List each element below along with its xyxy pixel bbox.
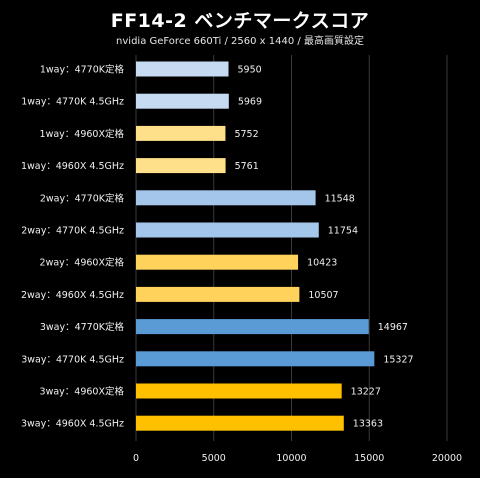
category-label: 1way：4960X 4.5GHz (21, 161, 124, 172)
bar (136, 190, 316, 206)
bar (136, 158, 226, 174)
bar (136, 222, 319, 238)
data-label: 5969 (238, 97, 262, 108)
bar (136, 415, 344, 431)
x-tick-label: 15000 (354, 453, 384, 464)
category-label: 1way：4960X定格 (40, 128, 125, 140)
x-tick-label: 20000 (432, 453, 462, 464)
bar (136, 61, 229, 77)
chart-title: FF14-2 ベンチマークスコア (110, 10, 370, 32)
bar (136, 351, 375, 367)
data-label: 11754 (328, 226, 358, 237)
data-label: 13227 (351, 387, 381, 398)
data-label: 13363 (353, 419, 383, 430)
category-label: 1way：4770K 4.5GHz (21, 97, 124, 108)
category-label: 3way：4770K 4.5GHz (21, 354, 124, 365)
category-label: 2way：4960X定格 (40, 257, 125, 269)
data-label: 5950 (238, 65, 262, 76)
x-tick-label: 5000 (202, 453, 226, 464)
category-label: 3way：4770K定格 (40, 321, 125, 333)
data-label: 14967 (378, 322, 408, 333)
data-label: 5752 (234, 129, 258, 140)
bar (136, 125, 226, 141)
category-label: 3way：4960X 4.5GHz (21, 419, 124, 430)
category-label: 2way：4770K定格 (40, 192, 125, 204)
bar (136, 319, 369, 335)
x-tick-label: 0 (133, 453, 139, 464)
x-tick-label: 10000 (276, 453, 306, 464)
category-label: 2way：4960X 4.5GHz (21, 290, 124, 301)
bar (136, 286, 300, 302)
category-label: 2way：4770K 4.5GHz (21, 226, 124, 237)
data-label: 11548 (325, 193, 355, 204)
category-label: 1way：4770K定格 (40, 64, 125, 76)
bar (136, 93, 229, 109)
category-label: 3way：4960X定格 (40, 386, 125, 398)
bar (136, 383, 342, 399)
data-label: 15327 (383, 354, 413, 365)
data-label: 10507 (308, 290, 338, 301)
chart-subtitle: nvidia GeForce 660Ti / 2560 x 1440 / 最高画… (116, 36, 364, 47)
data-label: 5761 (235, 161, 259, 172)
bar (136, 254, 299, 270)
data-label: 10423 (307, 258, 337, 269)
